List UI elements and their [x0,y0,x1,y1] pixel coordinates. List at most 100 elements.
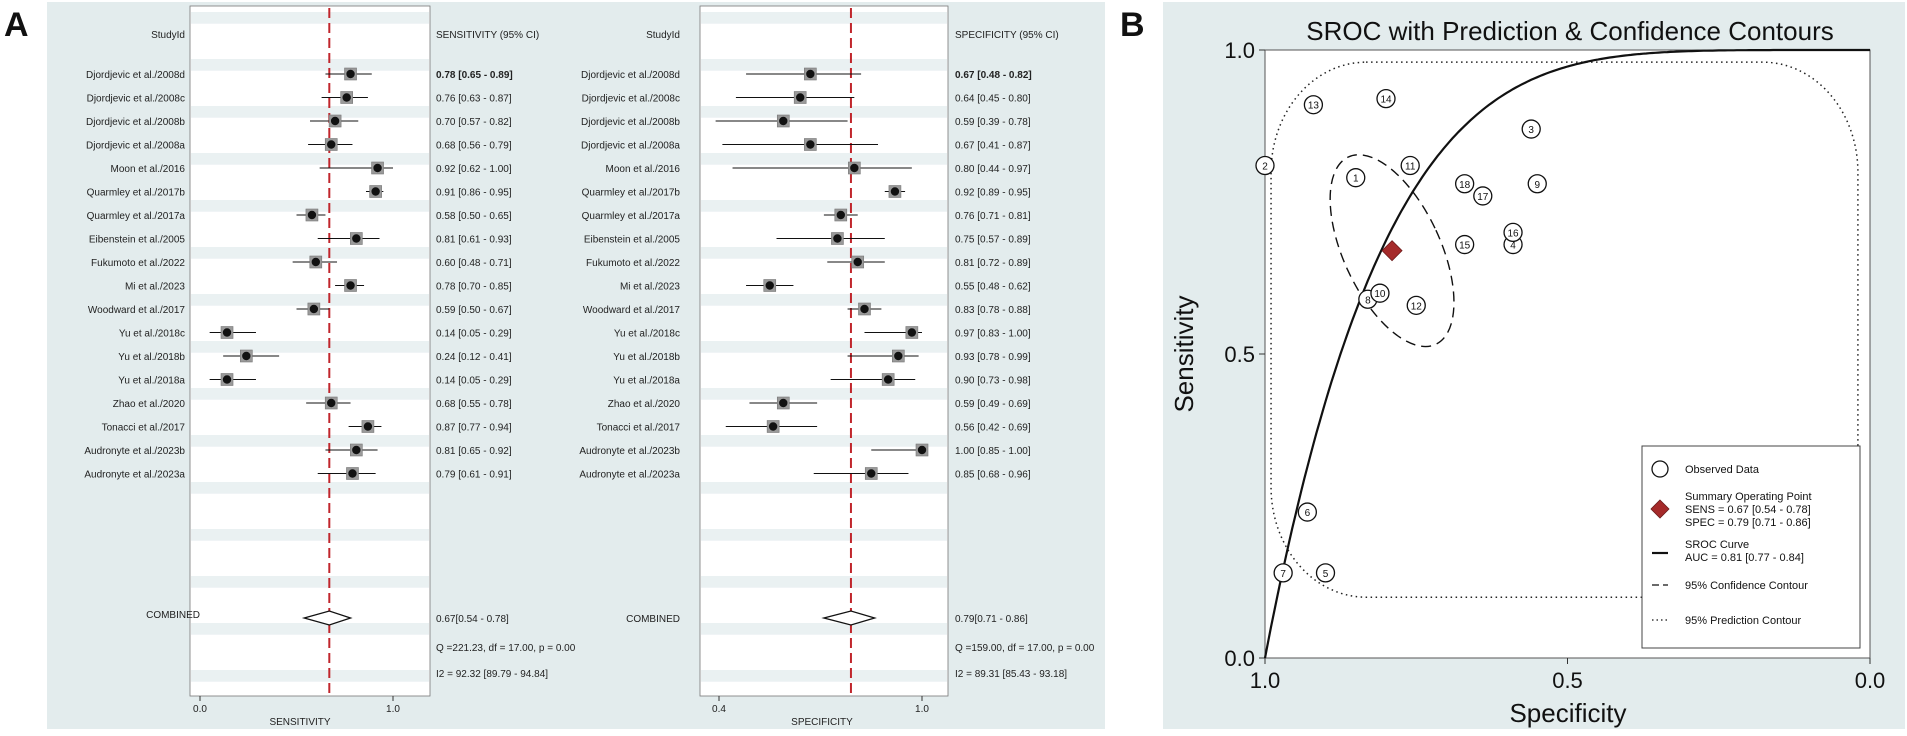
sens-stripe [191,670,429,682]
sroc-observed-point [1455,234,1475,255]
spec-stripe [701,623,947,635]
sens-point-estimate [222,375,232,384]
sens-stripe [191,482,429,494]
spec-ci-text: 0.67 [0.41 - 0.87] [955,141,1031,152]
spec-point-estimate [836,210,845,220]
sroc-observed-point [1406,295,1426,316]
sens-point-estimate [311,257,320,267]
sensitivity-forest-plot: StudyId SENSITIVITY (95% CI) Djordjevic … [84,5,576,728]
sroc-point-label: 14 [1380,95,1392,106]
sroc-point-label: 16 [1507,228,1519,239]
spec-study-label: Yu et al./2018c [614,329,680,340]
spec-study-label: Mi et al./2023 [620,282,680,293]
sroc-observed-point [1503,222,1523,243]
spec-stripe [701,59,947,71]
panel-a: A StudyId SENSITIVITY (95% CI) Djordjevi… [4,2,1105,729]
sens-ci-text: 0.68 [0.55 - 0.78] [436,399,512,410]
spec-ci-text: 0.97 [0.83 - 1.00] [955,329,1031,340]
sens-stripe [191,294,429,306]
sroc-point-label: 13 [1308,101,1320,112]
sens-study-label: Quarmley et al./2017b [87,188,186,199]
spec-ci-text: 0.75 [0.57 - 0.89] [955,235,1031,246]
spec-stripe [701,670,947,682]
spec-ci-text: 0.67 [0.48 - 0.82] [955,70,1032,81]
sroc-point-label: 12 [1411,301,1423,312]
panel-a-letter: A [4,6,29,44]
sens-stripe [191,435,429,447]
sroc-x-tick-label: 0.0 [1855,668,1886,693]
sroc-point-label: 1 [1353,174,1359,185]
spec-stripe [701,341,947,353]
sens-combined-text: 0.67[0.54 - 0.78] [436,614,509,625]
legend-box [1641,445,1861,649]
spec-study-label: Yu et al./2018a [613,376,680,387]
spec-ci-text: 0.59 [0.49 - 0.69] [955,399,1031,410]
sens-study-label: Audronyte et al./2023b [84,446,185,457]
spec-combined-text: 0.79[0.71 - 0.86] [955,614,1028,625]
sroc-curve [1263,48,1870,659]
spec-marks: Djordjevic et al./2008d 0.67 [0.48 - 0.82… [579,8,1032,701]
sens-tick-1: 1.0 [386,704,400,715]
sens-stripes [191,12,429,682]
spec-ci-text: 0.64 [0.45 - 0.80] [955,94,1031,105]
sens-stripe [191,59,429,71]
sroc-point-label: 8 [1365,295,1371,306]
sens-study-label: Woodward et al./2017 [88,305,186,316]
spec-stripe [701,153,947,165]
spec-tick-1: 1.0 [915,704,929,715]
spec-point-estimate [860,304,869,314]
legend-summary-symbol [1650,499,1670,519]
sroc-y-tick-label: 1.0 [1224,38,1255,63]
sroc-point-label: 18 [1459,180,1471,191]
sroc-summary-point [1381,240,1403,262]
sroc-observed-point [1255,155,1275,176]
spec-point-estimate [907,328,917,337]
spec-ci-text: 0.92 [0.89 - 0.95] [955,188,1031,199]
spec-point-estimate [768,422,778,431]
sroc-observed-point [1297,502,1317,522]
sens-ci-text: 0.79 [0.61 - 0.91] [436,470,512,481]
spec-stripe [701,388,947,400]
spec-ci-text: 0.85 [0.68 - 0.96] [955,470,1031,481]
sroc-point-label: 11 [1405,162,1416,173]
sens-ci-text: 0.81 [0.61 - 0.93] [436,235,512,246]
spec-stripe [701,435,947,447]
sroc-observed-point [1455,174,1475,194]
spec-q-text: Q =159.00, df = 17.00, p = 0.00 [955,643,1095,654]
legend-summary-title: Summary Operating Point [1685,491,1812,503]
sens-study-label: Quarmley et al./2017a [87,211,186,222]
spec-study-label: Eibenstein et al./2005 [584,235,681,246]
sroc-observed-point [1521,119,1541,139]
sens-point-estimate [222,328,232,337]
spec-point-estimate [894,351,903,361]
sens-ci-text: 0.92 [0.62 - 1.00] [436,164,512,175]
sens-ci-text: 0.24 [0.12 - 0.41] [436,352,512,363]
spec-axis-label: SPECIFICITY [791,717,853,728]
sroc-legend: Observed Data Summary Operating Point SE… [1641,445,1861,649]
spec-study-label: Audronyte et al./2023b [579,446,680,457]
spec-ci-text: 0.93 [0.78 - 0.99] [955,352,1031,363]
sens-i2-text: I2 = 92.32 [89.79 - 94.84] [436,669,548,680]
sens-point-estimate [307,210,317,220]
sens-ci-text: 0.87 [0.77 - 0.94] [436,423,512,434]
sroc-xlabel: Specificity [1509,698,1626,728]
sens-study-label: Yu et al./2018c [119,329,185,340]
sens-study-label: Yu et al./2018b [118,352,185,363]
specificity-forest-plot: StudyId SPECIFICITY (95% CI) Djordjevic … [579,5,1095,728]
panel-b: B SROC with Prediction & Confidence Cont… [1120,2,1905,729]
sens-study-label: Moon et al./2016 [111,164,186,175]
sroc-point-label: 17 [1477,192,1489,203]
spec-study-label: Fukumoto et al./2022 [586,258,680,269]
spec-point-estimate [796,93,805,102]
spec-ci-text: 0.81 [0.72 - 0.89] [955,258,1031,269]
spec-combined-label: COMBINED [626,614,680,625]
sens-stripe [191,388,429,400]
sens-study-label: Djordjevic et al./2008c [87,94,185,105]
sroc-point-label: 4 [1510,241,1516,252]
spec-study-label: Tonacci et al./2017 [597,423,681,434]
sroc-y-tick-label: 0.5 [1224,342,1255,367]
sroc-point-label: 10 [1374,289,1386,300]
sens-ci-text: 0.60 [0.48 - 0.71] [436,258,512,269]
spec-ci-text: 0.76 [0.71 - 0.81] [955,211,1031,222]
